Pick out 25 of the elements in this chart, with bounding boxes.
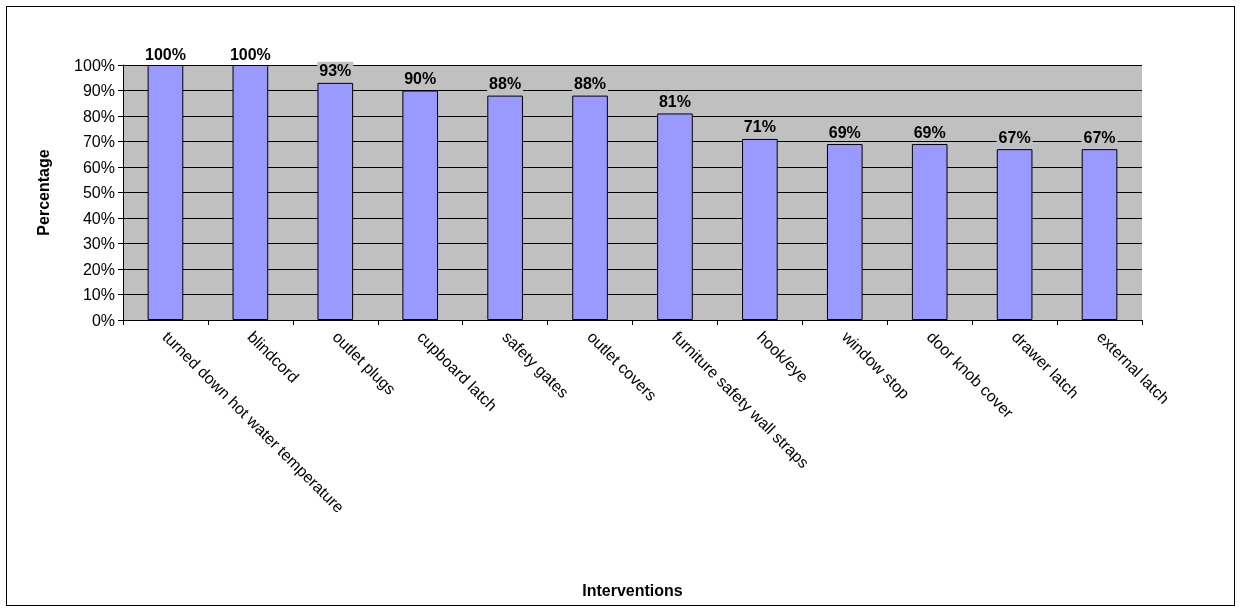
data-label: 69% <box>913 123 946 141</box>
y-tick-label: 50% <box>82 184 115 201</box>
y-tick-label: 90% <box>82 82 115 99</box>
y-tick-label: 30% <box>82 235 115 252</box>
data-label: 93% <box>319 62 352 80</box>
y-tick-label: 20% <box>82 260 115 278</box>
data-label: 69% <box>828 123 861 141</box>
data-label: 90% <box>404 70 437 87</box>
y-axis-title: Percentage <box>34 149 52 236</box>
data-label: 67% <box>1083 128 1116 146</box>
data-label: 88% <box>574 75 607 93</box>
data-label: 88% <box>489 75 522 93</box>
y-tick-label: 70% <box>82 133 115 150</box>
data-label: 100% <box>229 45 271 63</box>
y-tick-label: 10% <box>82 286 115 303</box>
x-axis-title: Interventions <box>582 581 683 599</box>
data-label: 100% <box>145 45 186 63</box>
y-tick-label: 100% <box>74 56 115 74</box>
y-tick-label: 40% <box>82 209 115 227</box>
y-tick-label: 60% <box>82 158 115 176</box>
y-tick-label: 80% <box>82 107 115 125</box>
data-label: 71% <box>743 118 776 136</box>
y-tick-label: 0% <box>91 311 115 329</box>
data-label: 81% <box>658 92 691 110</box>
data-label: 67% <box>998 128 1031 146</box>
